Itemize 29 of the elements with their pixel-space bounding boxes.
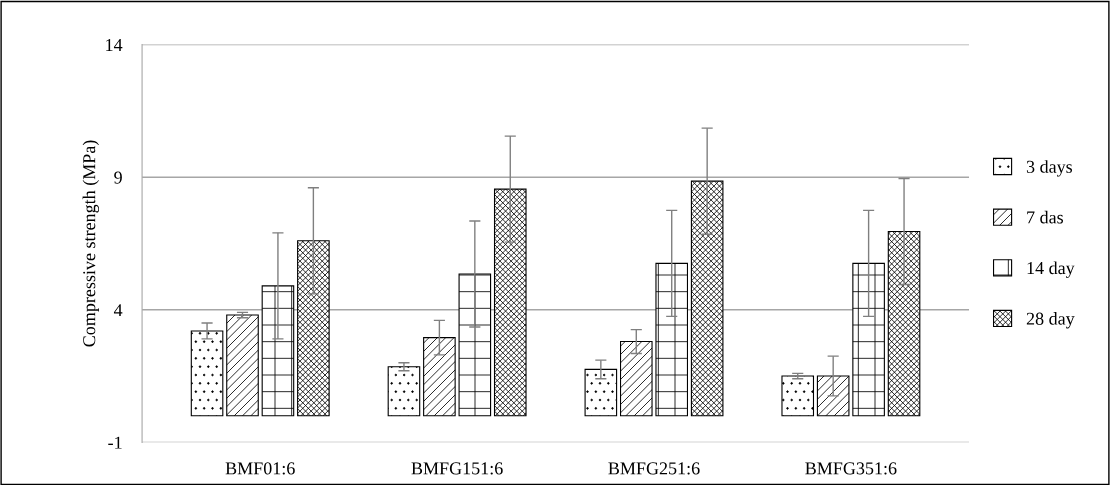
x-tick-label: BMFG151:6 — [411, 462, 503, 475]
legend-label: 3 days — [1026, 160, 1073, 177]
x-tick-label: BMFG351:6 — [805, 462, 897, 475]
legend-label: 14 day — [1027, 261, 1075, 278]
bar — [781, 375, 815, 417]
legend-label: 7 das — [1027, 210, 1064, 224]
bar — [423, 337, 456, 417]
legend-label: 28 day — [1026, 312, 1075, 329]
bar — [458, 273, 492, 417]
bar — [887, 230, 921, 417]
bar — [261, 285, 295, 417]
bar — [655, 262, 689, 417]
bar — [226, 314, 259, 417]
y-tick-label: 9 — [114, 171, 122, 184]
bar — [852, 262, 885, 417]
bar — [816, 375, 850, 417]
bar — [190, 330, 224, 417]
y-tick-label: 14 — [106, 38, 123, 51]
x-tick-label: BMF01:6 — [225, 462, 295, 475]
y-axis-title: Compressive strength (MPa) — [82, 140, 100, 347]
bar — [690, 180, 724, 417]
x-tick-label: BMFG251:6 — [608, 462, 700, 475]
bar — [619, 341, 653, 417]
bar — [387, 366, 421, 417]
y-tick-label: 4 — [113, 304, 123, 317]
bar — [493, 188, 527, 417]
y-tick-label: -1 — [108, 436, 122, 449]
bar — [584, 368, 618, 417]
bar — [297, 240, 330, 417]
